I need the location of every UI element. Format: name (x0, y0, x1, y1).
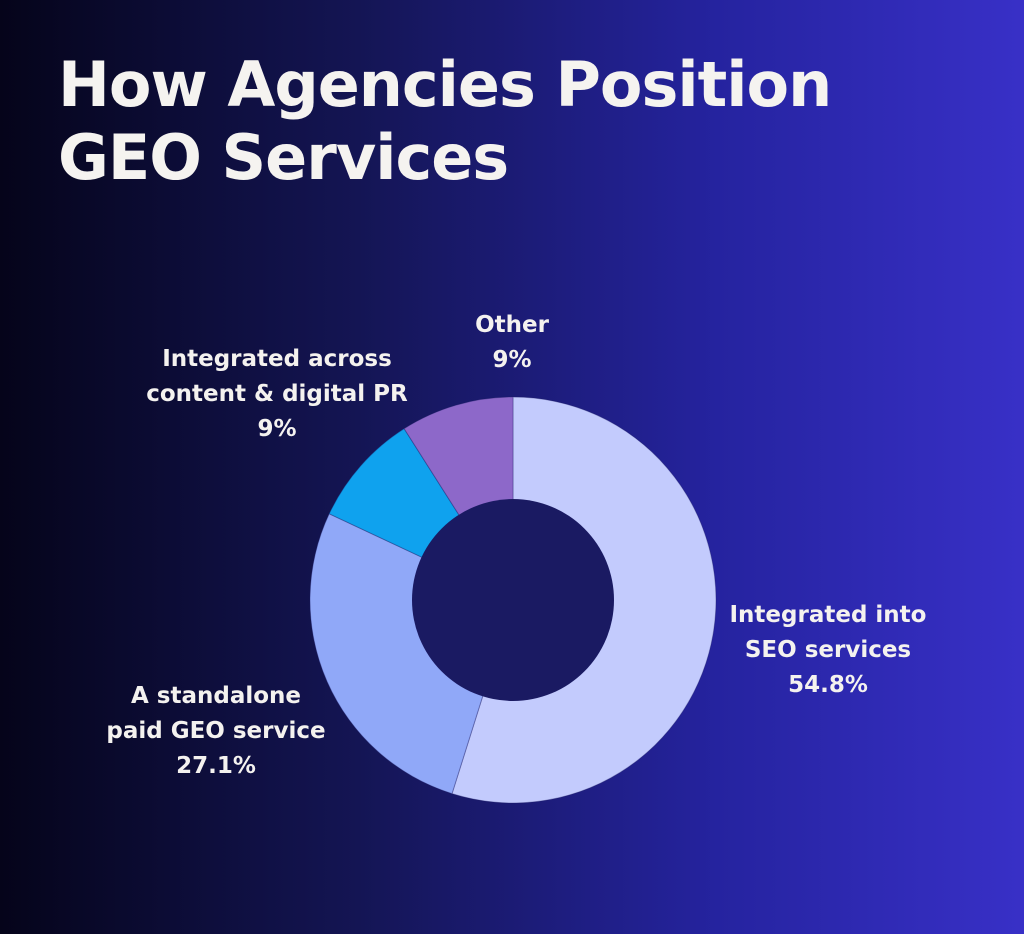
slice-label-line: content & digital PR (146, 381, 408, 407)
slice-label-3: Integrated across content & digital PR 9% (146, 346, 408, 442)
slice-label-line: Integrated into (730, 602, 927, 628)
slice-value-label: 9% (492, 347, 531, 373)
slice-label-line: paid GEO service (106, 718, 325, 744)
slice-value-label: 54.8% (788, 672, 868, 698)
slice-label-line: Other (475, 312, 550, 338)
page-title: How Agencies Position GEO Services (58, 48, 978, 194)
title-line-2: GEO Services (58, 121, 509, 194)
slice-label-4: Other 9% (475, 312, 550, 373)
slice-labels: Integrated into SEO services 54.8% A standa… (106, 312, 926, 779)
slice-label-line: A standalone (131, 683, 301, 709)
slice-value-label: 27.1% (176, 753, 256, 779)
slice-label-1: Integrated into SEO services 54.8% (730, 602, 927, 698)
slice-label-line: Integrated across (162, 346, 392, 372)
slice-label-2: A standalone paid GEO service 27.1% (106, 683, 325, 779)
donut-hole (412, 499, 614, 701)
slice-value-label: 9% (257, 416, 296, 442)
slice-label-line: SEO services (745, 637, 911, 663)
title-line-1: How Agencies Position (58, 48, 832, 121)
